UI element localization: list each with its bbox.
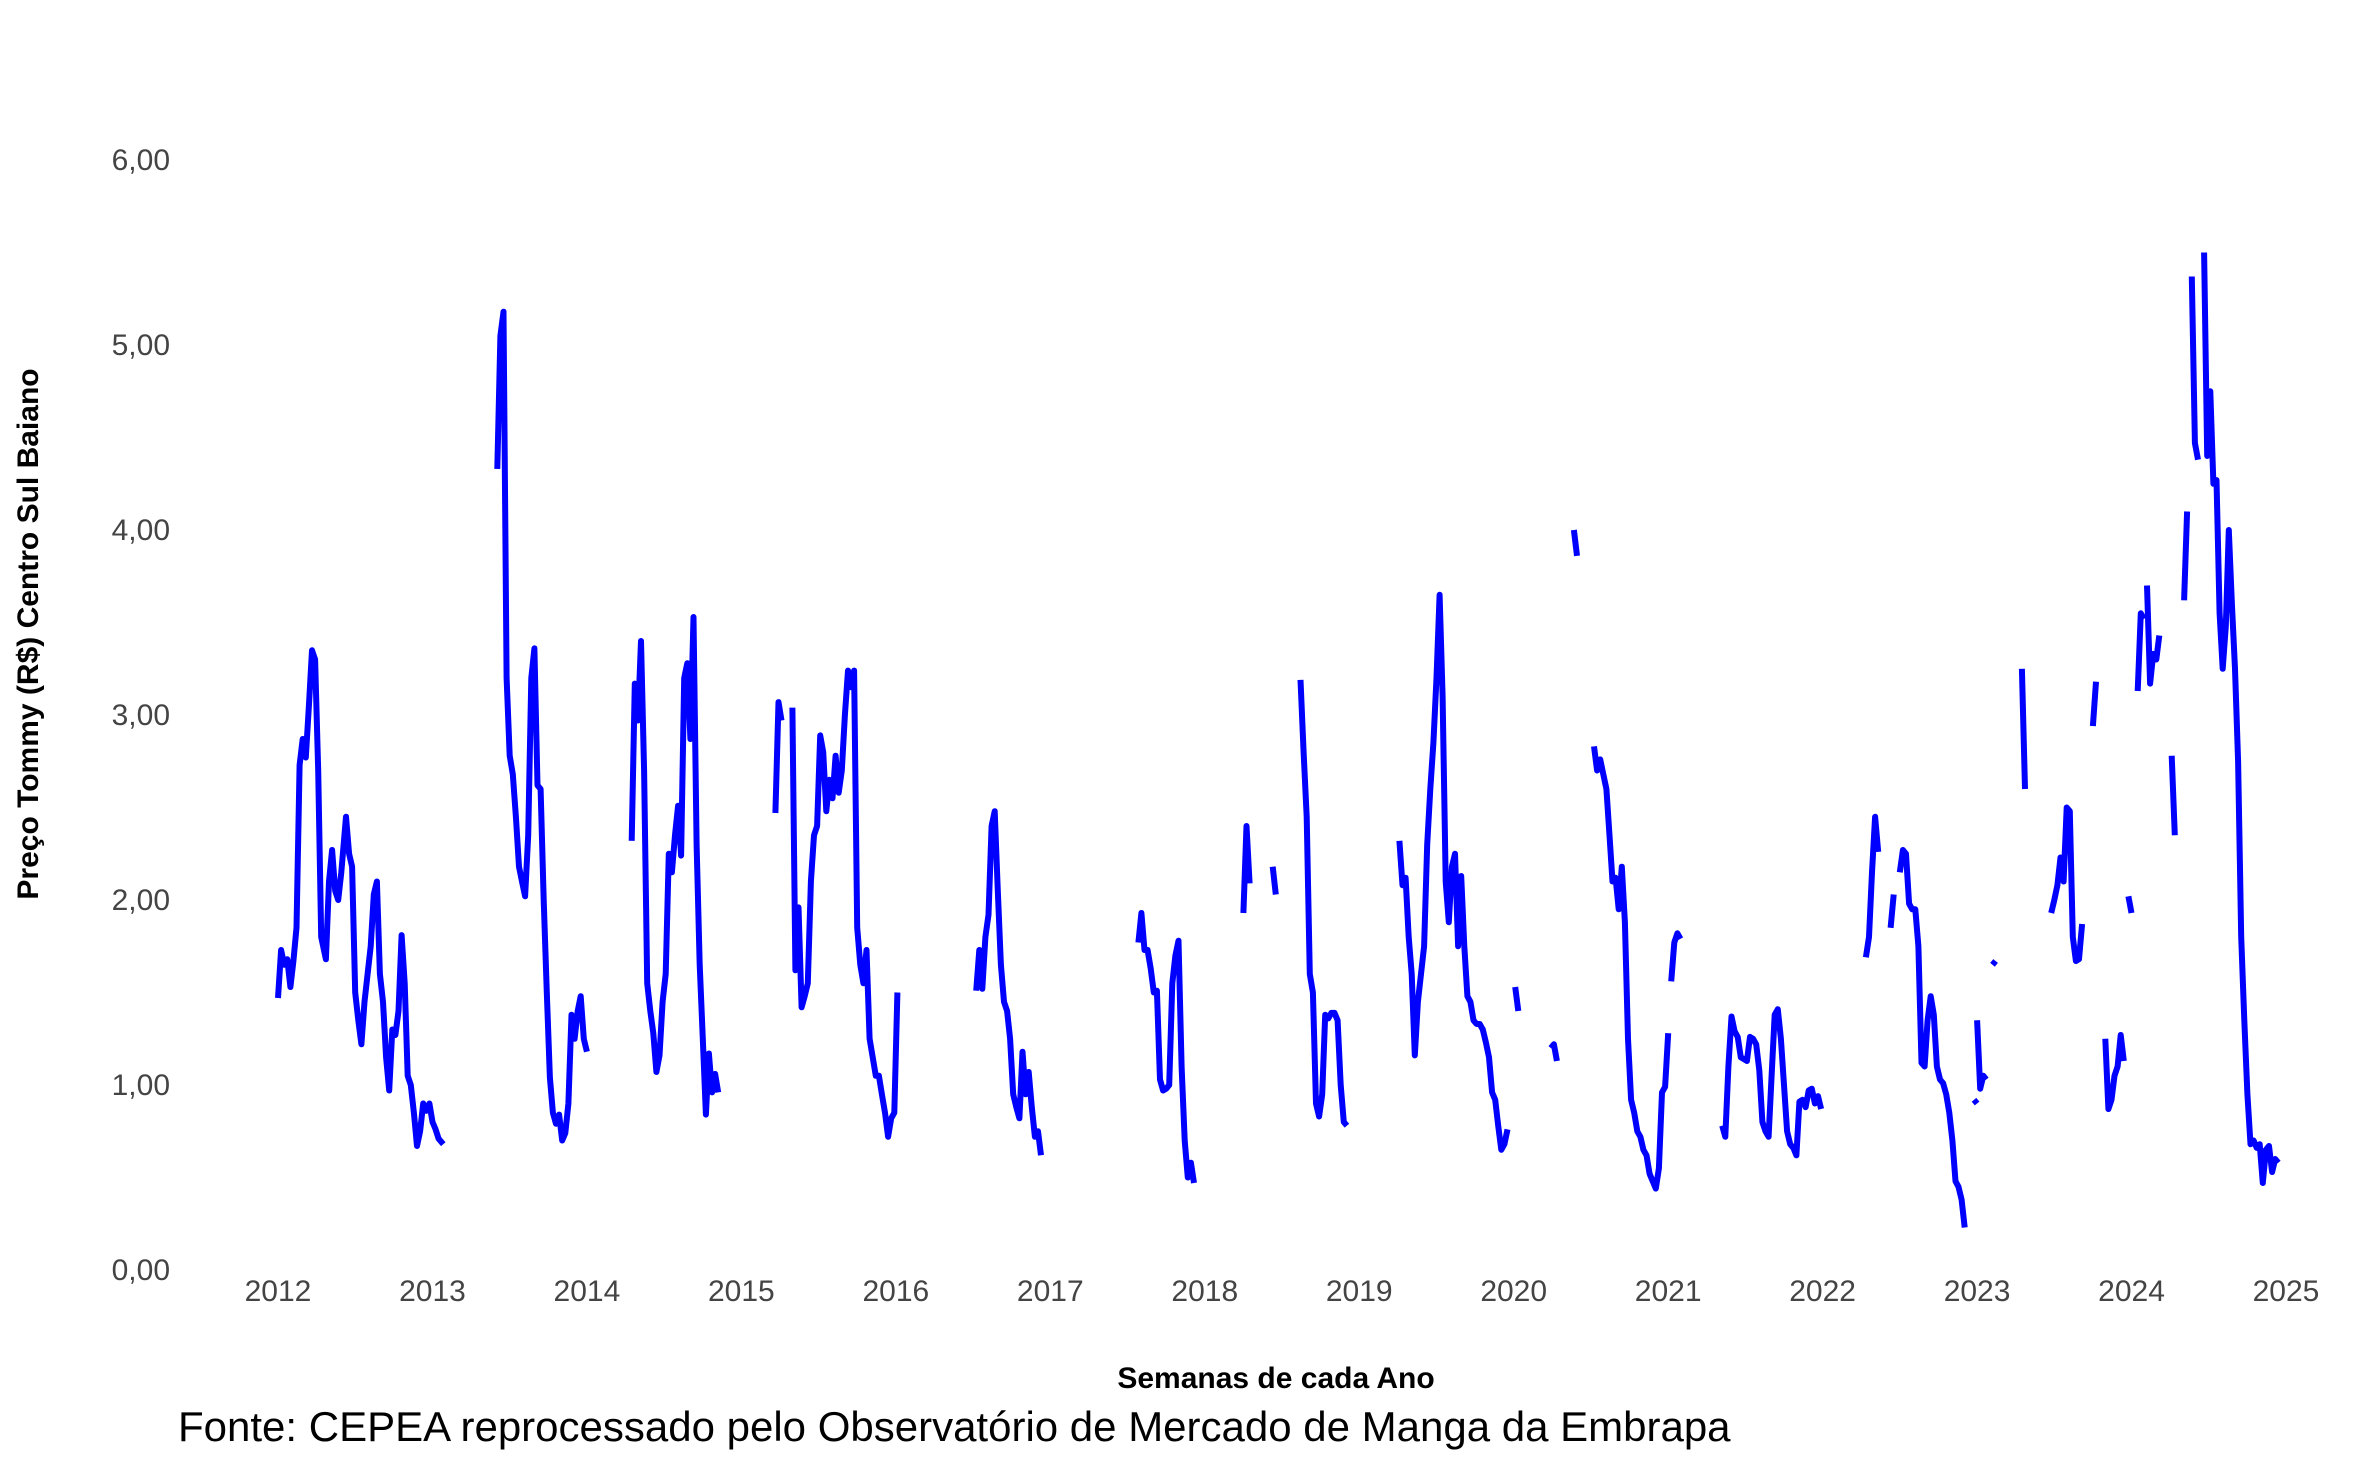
price-line-segment [1668,930,1684,982]
price-line-segment [1990,959,1998,967]
price-line-segment [789,667,901,1140]
price-line-segment [2018,668,2028,790]
price-line-segment [1862,813,1882,958]
x-tick-label: 2015 [708,1275,775,1308]
price-line-segment [2188,276,2201,461]
x-tick-label: 2012 [245,1275,312,1308]
x-tick-label: 2013 [399,1275,466,1308]
x-axis-tick-labels: 2012 2013 2014 2015 2016 2017 2018 2019 2020 2021… [245,1275,2320,1308]
price-line-segment [772,699,785,814]
price-line-segment [2144,585,2163,687]
price-line-segment [2134,610,2147,692]
price-line-segment [2125,895,2135,914]
price-line-segment [2201,252,2281,1186]
price-line-segment [1135,910,1197,1184]
x-tick-label: 2021 [1635,1275,1702,1308]
price-line-segment [973,808,1044,1156]
x-tick-label: 2016 [862,1275,929,1308]
price-line-segment [2102,1032,2127,1112]
source-caption: Fonte: CEPEA reprocessado pelo Observató… [178,1403,1731,1450]
x-tick-label: 2022 [1789,1275,1856,1308]
price-line-segment [1570,529,1580,557]
price-line-segment [1512,986,1522,1012]
price-line-segment [1269,866,1279,895]
price-line-segment [1971,1097,1980,1106]
y-tick-label: 6,00 [112,144,170,177]
y-tick-label: 4,00 [112,514,170,547]
price-line-segment [1240,823,1253,914]
price-line-segment [1548,1041,1560,1062]
price-line-segment [2168,755,2178,836]
x-tick-label: 2025 [2253,1275,2320,1308]
y-axis-tick-labels: 0,00 1,00 2,00 3,00 4,00 5,00 6,00 [112,144,170,1287]
y-tick-label: 3,00 [112,699,170,732]
y-tick-label: 0,00 [112,1254,170,1287]
x-tick-label: 2023 [1944,1275,2011,1308]
y-axis-title: Preço Tommy (R$) Centro Sul Baiano [12,368,45,899]
price-line-segment [2089,681,2099,727]
price-line-segment [494,308,590,1144]
price-line-segment [1719,1006,1825,1159]
y-tick-label: 5,00 [112,329,170,362]
price-line-segment [1887,894,1897,929]
price-line-segment [1591,746,1672,1192]
price-line-segment [1297,679,1350,1128]
price-line-segment [2181,511,2191,601]
price-line-segment [2048,804,2086,964]
x-tick-label: 2018 [1171,1275,1238,1308]
price-line-segment [1396,591,1511,1153]
y-tick-label: 2,00 [112,884,170,917]
x-axis-title: Semanas de cada Ano [1117,1362,1434,1395]
x-tick-label: 2020 [1480,1275,1547,1308]
x-tick-label: 2024 [2098,1275,2165,1308]
y-tick-label: 1,00 [112,1069,170,1102]
x-tick-label: 2014 [554,1275,621,1308]
x-tick-label: 2019 [1326,1275,1393,1308]
price-line-segment [1896,847,1968,1228]
price-line-segment [628,614,722,1118]
x-tick-label: 2017 [1017,1275,1084,1308]
price-line-segment [1974,1020,1989,1092]
price-series [275,252,2281,1228]
price-line-segment [275,647,446,1149]
